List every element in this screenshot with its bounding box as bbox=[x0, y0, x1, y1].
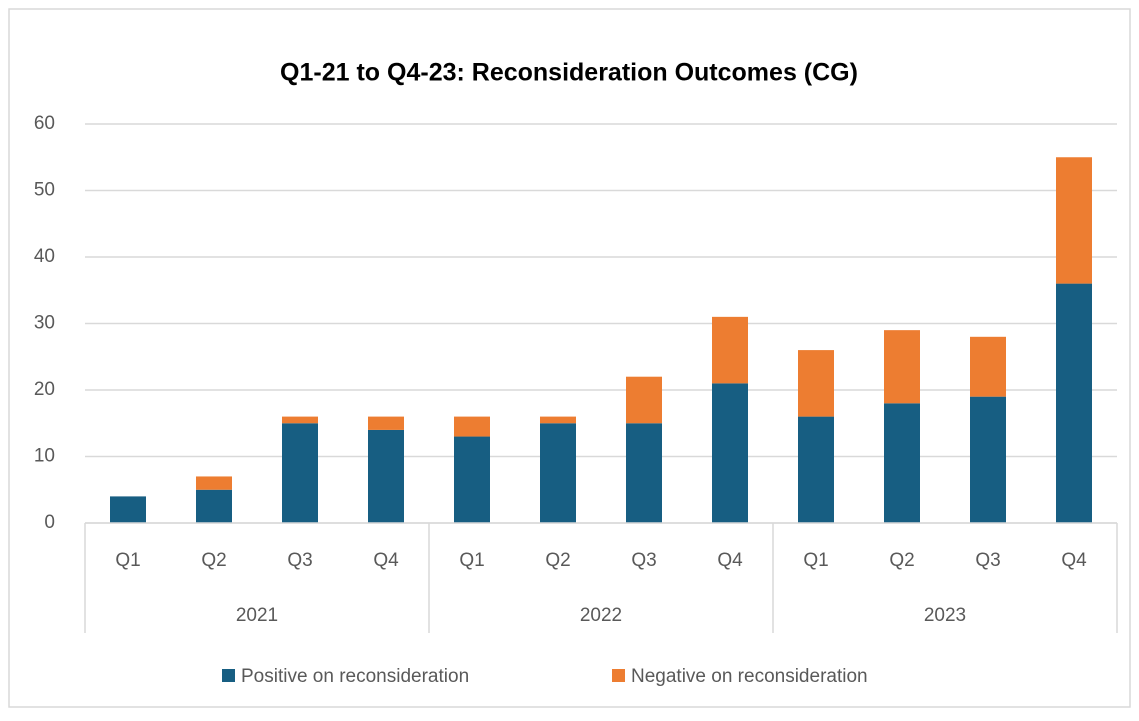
chart-frame bbox=[8, 8, 1131, 708]
x-tick-label: Q3 bbox=[287, 550, 312, 571]
bar-segment bbox=[970, 396, 1006, 523]
x-group-label: 2021 bbox=[236, 605, 278, 626]
bar-segment bbox=[970, 336, 1006, 397]
bar-segment bbox=[798, 416, 834, 523]
x-tick-label: Q3 bbox=[631, 550, 656, 571]
x-tick-label: Q2 bbox=[545, 550, 570, 571]
x-tick-label: Q3 bbox=[975, 550, 1000, 571]
bar-segment bbox=[798, 350, 834, 417]
x-tick-label: Q1 bbox=[803, 550, 828, 571]
bar-segment bbox=[712, 383, 748, 523]
bar-segment bbox=[454, 436, 490, 523]
legend-swatch bbox=[222, 669, 235, 682]
y-tick-label: 60 bbox=[34, 113, 55, 134]
bar-segment bbox=[712, 316, 748, 384]
bar-segment bbox=[196, 476, 232, 490]
y-tick-label: 30 bbox=[34, 313, 55, 334]
x-tick-label: Q1 bbox=[459, 550, 484, 571]
bar-segment bbox=[540, 423, 576, 523]
bar-segment bbox=[626, 423, 662, 523]
bar-segment bbox=[626, 376, 662, 424]
x-tick-label: Q4 bbox=[717, 550, 743, 571]
x-tick-label: Q2 bbox=[889, 550, 914, 571]
x-tick-label: Q1 bbox=[115, 550, 140, 571]
bar-segment bbox=[368, 416, 404, 430]
y-tick-label: 10 bbox=[34, 446, 55, 467]
legend-label: Negative on reconsideration bbox=[631, 666, 868, 687]
legend-swatch bbox=[612, 669, 625, 682]
x-tick-label: Q4 bbox=[373, 550, 399, 571]
bar-segment bbox=[110, 496, 146, 523]
bar-segment bbox=[282, 416, 318, 424]
bar-segment bbox=[454, 416, 490, 437]
x-group-label: 2022 bbox=[580, 605, 622, 626]
y-tick-label: 40 bbox=[34, 246, 55, 267]
x-tick-label: Q2 bbox=[201, 550, 226, 571]
x-tick-label: Q4 bbox=[1061, 550, 1087, 571]
x-group-label: 2023 bbox=[924, 605, 966, 626]
legend-label: Positive on reconsideration bbox=[241, 666, 469, 687]
bar-segment bbox=[1056, 283, 1092, 523]
chart-title: Q1-21 to Q4-23: Reconsideration Outcomes… bbox=[280, 59, 858, 87]
bar-segment bbox=[884, 403, 920, 523]
y-tick-label: 50 bbox=[34, 180, 55, 201]
y-tick-label: 20 bbox=[34, 379, 55, 400]
bar-segment bbox=[884, 330, 920, 404]
bar-segment bbox=[540, 416, 576, 424]
bar-segment bbox=[196, 489, 232, 523]
y-tick-label: 0 bbox=[44, 512, 55, 533]
bar-segment bbox=[1056, 157, 1092, 284]
bar-segment bbox=[368, 429, 404, 523]
bar-segment bbox=[282, 423, 318, 523]
